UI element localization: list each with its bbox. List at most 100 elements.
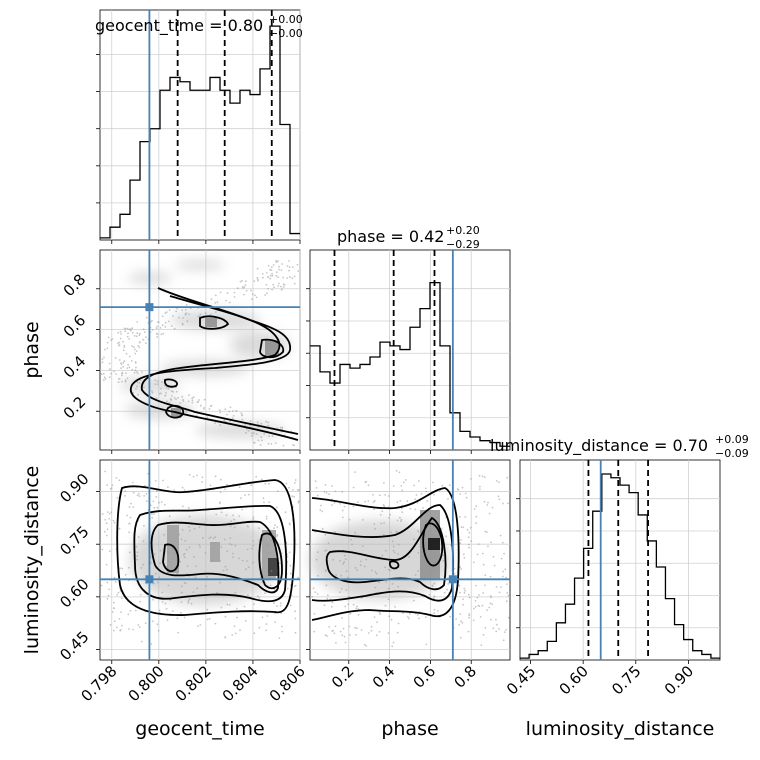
sample-point <box>374 528 376 530</box>
sample-point <box>151 329 154 331</box>
sample-point <box>166 565 168 568</box>
sample-point <box>241 559 244 562</box>
sample-point <box>260 478 263 481</box>
sample-point <box>222 569 225 572</box>
sample-point <box>156 623 159 626</box>
sample-point <box>201 476 204 479</box>
sample-point <box>401 489 404 492</box>
sample-point <box>224 636 227 639</box>
sample-point <box>161 601 164 603</box>
sample-point <box>246 548 249 551</box>
sample-point <box>106 598 109 600</box>
sample-point <box>412 599 415 602</box>
sample-point <box>352 603 355 606</box>
sample-point <box>187 506 190 509</box>
sample-point <box>183 489 186 491</box>
sample-point <box>107 336 110 339</box>
sample-point <box>120 333 122 335</box>
sample-point <box>171 610 174 612</box>
sample-point <box>240 412 243 415</box>
sample-point <box>422 507 424 509</box>
sample-point <box>459 613 462 615</box>
sample-point <box>267 551 270 554</box>
sample-point <box>425 643 428 646</box>
sample-point <box>504 568 507 571</box>
sample-point <box>250 298 253 301</box>
sample-point <box>107 594 110 597</box>
sample-point <box>491 603 493 605</box>
sample-point <box>433 612 436 615</box>
sample-point <box>478 605 481 608</box>
sample-point <box>146 316 148 319</box>
sample-point <box>197 315 200 318</box>
sample-point <box>487 545 489 548</box>
sample-point <box>255 296 258 299</box>
sample-point <box>201 536 204 539</box>
sample-point <box>247 493 250 496</box>
sample-point <box>348 625 351 628</box>
sample-point <box>110 487 113 489</box>
sample-point <box>476 553 479 556</box>
sample-point <box>431 585 434 587</box>
sample-point <box>166 400 168 403</box>
sample-point <box>142 563 145 566</box>
sample-point <box>243 605 246 608</box>
sample-point <box>251 293 254 295</box>
sample-point <box>224 615 227 618</box>
y-tick-label: 0.4 <box>60 352 90 382</box>
sample-point <box>355 633 357 636</box>
sample-point <box>235 410 238 412</box>
sample-point <box>176 617 179 620</box>
sample-point <box>110 339 112 341</box>
sample-point <box>159 549 162 552</box>
sample-point <box>316 551 319 553</box>
sample-point <box>464 589 466 592</box>
sample-point <box>128 522 131 525</box>
sample-point <box>103 376 106 379</box>
sample-point <box>156 325 159 328</box>
sample-point <box>293 282 296 285</box>
sample-point <box>278 265 280 268</box>
sample-point <box>137 492 140 495</box>
sample-point <box>180 585 183 588</box>
sample-point <box>233 518 235 521</box>
sample-point <box>384 604 387 607</box>
sample-point <box>162 479 164 482</box>
sample-point <box>400 485 403 487</box>
sample-point <box>491 506 494 509</box>
sample-point <box>382 534 385 536</box>
sample-point <box>219 559 221 562</box>
y-tick-label: 0.6 <box>60 311 90 341</box>
x-tick-label: 0.804 <box>219 662 262 705</box>
sample-point <box>175 398 177 401</box>
sample-point <box>280 612 282 615</box>
sample-point <box>131 327 134 330</box>
sample-point <box>164 321 167 324</box>
sample-point <box>119 337 122 340</box>
sample-point <box>490 618 492 621</box>
sample-point <box>269 584 272 587</box>
sample-point <box>348 518 351 521</box>
sample-point <box>420 518 422 521</box>
sample-point <box>505 600 508 603</box>
sample-point <box>433 597 435 600</box>
sample-point <box>253 280 256 282</box>
sample-point <box>128 338 131 340</box>
sample-point <box>281 428 284 430</box>
sample-point <box>270 269 273 271</box>
sample-point <box>193 556 195 558</box>
x-tick-label: 0.806 <box>266 662 309 705</box>
sample-point <box>109 550 111 552</box>
sample-point <box>215 311 217 313</box>
sample-point <box>324 570 327 572</box>
sample-point <box>105 534 108 537</box>
sample-point <box>317 574 319 577</box>
sample-point <box>160 387 162 390</box>
sample-point <box>463 591 466 594</box>
sample-point <box>259 444 262 446</box>
sample-point <box>383 522 385 524</box>
title-phase-plus: +0.20 <box>446 224 480 237</box>
sample-point <box>208 408 211 410</box>
sample-point <box>132 481 134 484</box>
y-tick-label: 0.45 <box>56 628 92 664</box>
